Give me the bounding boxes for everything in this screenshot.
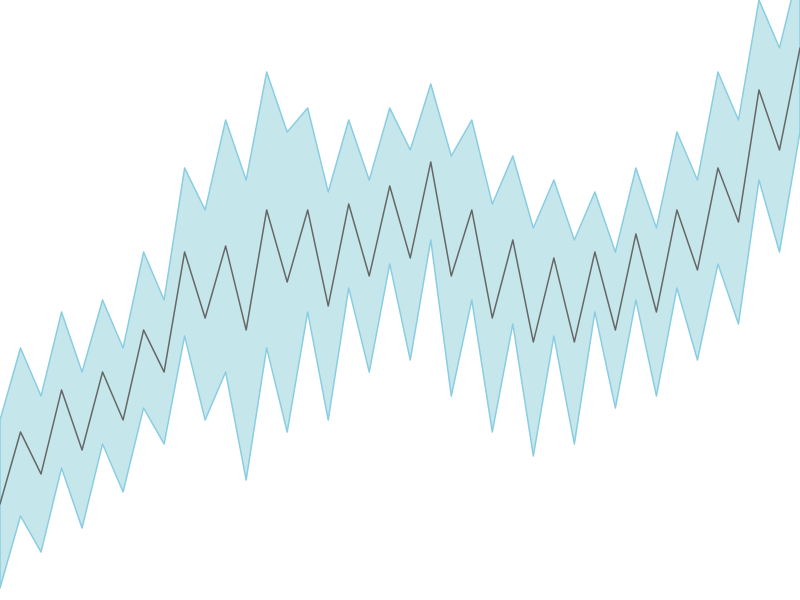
range-area-chart: [0, 0, 800, 600]
confidence-band: [0, 0, 800, 588]
